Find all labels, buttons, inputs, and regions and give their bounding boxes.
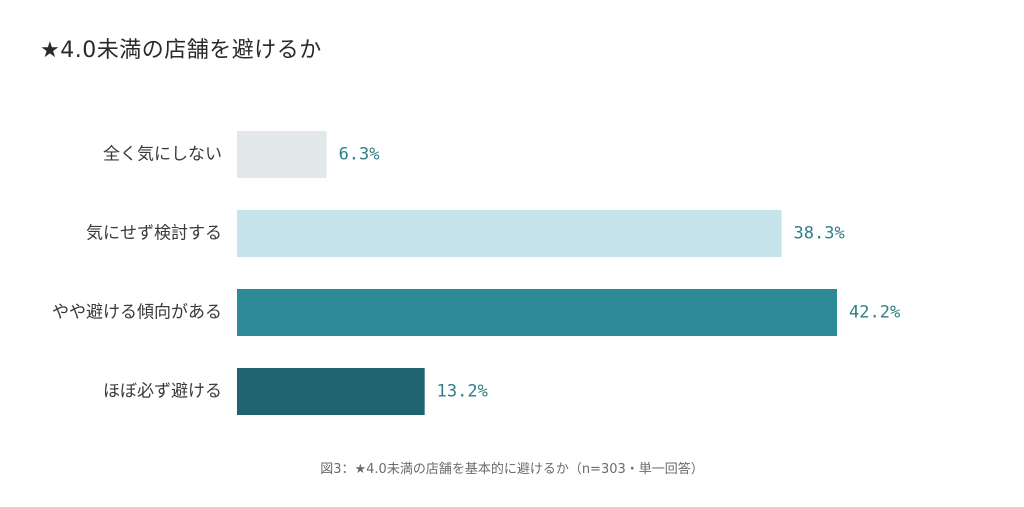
category-label-0: 全く気にしない [103,145,222,165]
chart-title: ★4.0未満の店舗を避けるか [40,38,322,63]
category-label-1: 気にせず検討する [86,224,222,244]
category-label-2: やや避ける傾向がある [52,303,222,323]
bar-2 [237,289,837,336]
bar-3 [237,368,425,415]
figure-caption: 図3：★4.0未満の店舗を基本的に避けるか（n=303・単一回答） [320,462,704,477]
category-label-3: ほぼ必ず避ける [103,382,222,402]
value-label-2: 42.2% [849,303,900,323]
bar-1 [237,210,782,257]
value-label-0: 6.3% [339,145,380,165]
value-label-3: 13.2% [437,382,488,402]
value-label-1: 38.3% [794,224,845,244]
bar-0 [237,131,327,178]
